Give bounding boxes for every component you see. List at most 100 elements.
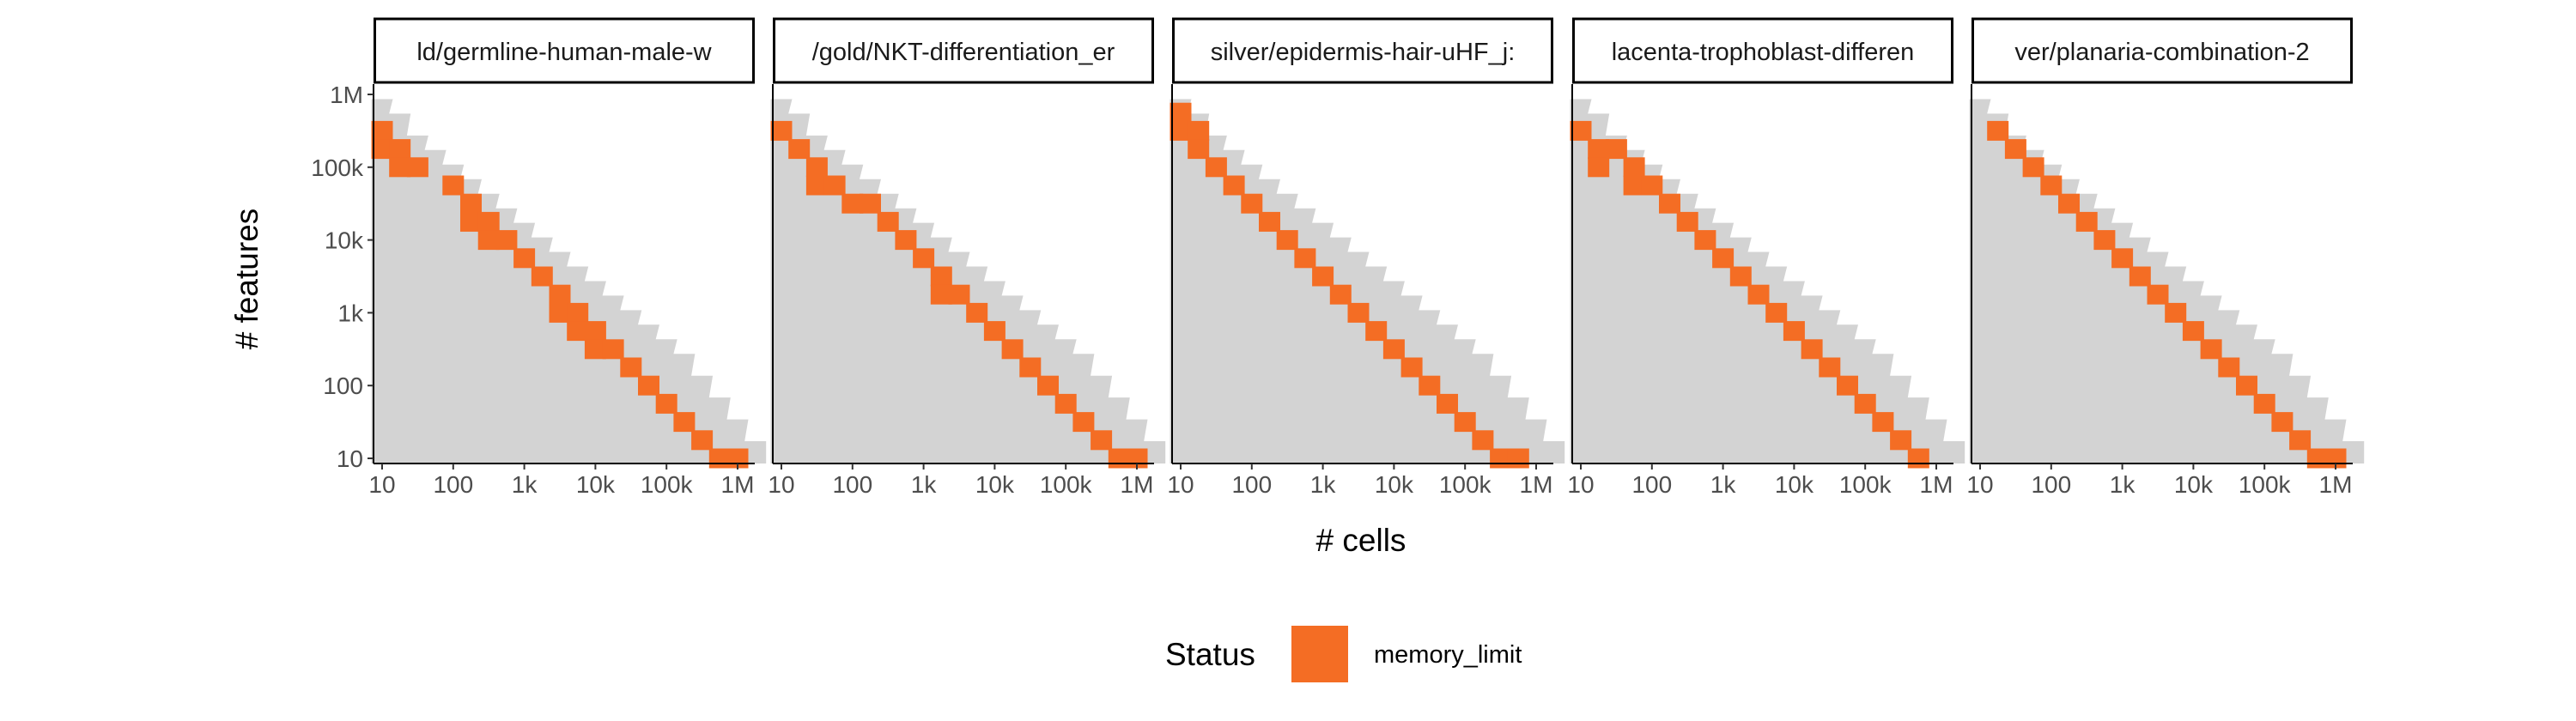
x-tick-label: 1M (1520, 471, 1553, 498)
heatmap-cell-memory-limit (371, 120, 393, 141)
y-tick-label: 10 (337, 445, 363, 472)
heatmap-cell-memory-limit (655, 393, 677, 414)
panel-2: 10 100 1k 10k 100k 1M/gold/NKT-differentiatio… (768, 17, 1166, 498)
heatmap-cell-memory-limit (2289, 430, 2312, 451)
panels-group: 10 100 1k 10k 100k 1M ld/germline-human-male-w… (311, 17, 2365, 498)
x-tick-label: 1k (911, 471, 938, 498)
heatmap-cell-memory-limit (1747, 284, 1770, 305)
heatmap-cell-memory-limit (2040, 175, 2063, 196)
heatmap-cell-memory-limit (567, 321, 589, 342)
heatmap-cell-memory-limit (1605, 139, 1627, 160)
facet-strip-title: silver/epidermis-hair-uHF_j: (1211, 39, 1516, 66)
x-axis-title: # cells (1316, 523, 1406, 558)
heatmap-cell-memory-limit (2236, 375, 2257, 396)
heatmap-cell-memory-limit (841, 193, 864, 214)
heatmap-cell-memory-limit (770, 120, 793, 141)
heatmap-cell-memory-limit (860, 193, 881, 214)
y-axis-ticks: 1M 100k 10k 1k 100 10 (311, 82, 374, 472)
no-result-region (770, 99, 1166, 464)
heatmap-cell-memory-limit (1472, 430, 1494, 451)
heatmap-cell-memory-limit (549, 284, 571, 305)
heatmap-cell-memory-limit (2022, 157, 2044, 178)
y-tick-label: 1k (337, 300, 364, 326)
x-tick-label: 1k (512, 471, 538, 498)
x-tick-label: 10k (2174, 471, 2214, 498)
x-tick-label: 10k (1375, 471, 1414, 498)
heatmap-cell-memory-limit (371, 139, 393, 160)
heatmap-cell-memory-limit (1400, 357, 1423, 378)
x-tick-label: 10 (368, 471, 395, 498)
heatmap-cell-memory-limit (2058, 193, 2080, 214)
heatmap-cell-memory-limit (477, 230, 500, 251)
heatmap-cell-memory-limit (1712, 248, 1735, 269)
heatmap-cell-memory-limit (2271, 412, 2293, 433)
heatmap-cell-memory-limit (406, 157, 428, 178)
heatmap-cell-memory-limit (1659, 193, 1680, 214)
panel-3: 10 100 1k 10k 100k 1M silver/epidermis-hair-uH… (1167, 17, 1565, 498)
heatmap-cell-memory-limit (549, 302, 571, 323)
heatmap-cell-memory-limit (584, 321, 606, 342)
heatmap-cell-memory-limit (2004, 139, 2026, 160)
facet-strip (773, 17, 1154, 84)
heatmap-cell-memory-limit (930, 266, 952, 287)
x-tick-label: 10 (1966, 471, 1993, 498)
heatmap-cell-memory-limit (442, 175, 465, 196)
heatmap-cell-memory-limit (1223, 175, 1245, 196)
legend: Status memory_limit (1165, 626, 1522, 682)
heatmap-cell-memory-limit (1783, 321, 1805, 342)
heatmap-cell-memory-limit (620, 357, 642, 378)
no-result-region (1570, 99, 1965, 464)
heatmap-cell-memory-limit (788, 139, 811, 160)
facet-strip (1971, 17, 2353, 84)
legend-label-memory-limit: memory_limit (1374, 641, 1522, 669)
heatmap-cell-memory-limit (638, 375, 659, 396)
heatmap-cell-memory-limit (584, 339, 606, 360)
heatmap-cell-memory-limit (2200, 339, 2222, 360)
heatmap-cell-memory-limit (948, 284, 970, 305)
heatmap-cell-memory-limit (1437, 393, 1458, 414)
heatmap-cell-memory-limit (1854, 393, 1876, 414)
x-tick-label: 10 (768, 471, 794, 498)
x-tick-label: 100 (1231, 471, 1272, 498)
heatmap-cell-memory-limit (2165, 302, 2187, 323)
legend-title: Status (1165, 637, 1255, 672)
heatmap-cell-memory-limit (2253, 393, 2275, 414)
heatmap-cell-memory-limit (805, 175, 828, 196)
x-tick-label: 100k (1439, 471, 1492, 498)
heatmap-cell-memory-limit (2129, 266, 2151, 287)
heatmap-cell-memory-limit (1294, 248, 1316, 269)
x-tick-label: 10k (975, 471, 1015, 498)
heatmap-cell-memory-limit (1570, 120, 1592, 141)
heatmap-cell-memory-limit (1241, 193, 1263, 214)
heatmap-cell-memory-limit (1907, 448, 1929, 469)
heatmap-cell-memory-limit (389, 157, 411, 178)
heatmap-cell-memory-limit (1170, 102, 1192, 123)
heatmap-cell-memory-limit (1205, 157, 1227, 178)
heatmap-cell-memory-limit (2111, 248, 2134, 269)
heatmap-cell-memory-limit (1072, 412, 1095, 433)
heatmap-cell-memory-limit (1729, 266, 1752, 287)
heatmap-cell-memory-limit (1347, 302, 1370, 323)
x-tick-label: 10 (1567, 471, 1594, 498)
heatmap-cell-memory-limit (1765, 302, 1788, 323)
heatmap-cell-memory-limit (513, 248, 536, 269)
heatmap-cell-memory-limit (913, 248, 935, 269)
heatmap-cell-memory-limit (567, 302, 589, 323)
heatmap-cell-memory-limit (1188, 120, 1210, 141)
panel-1: 10 100 1k 10k 100k 1M ld/germline-human-male-w (368, 17, 767, 498)
heatmap-cell-memory-limit (602, 339, 624, 360)
heatmap-cell-memory-limit (1037, 375, 1059, 396)
heatmap-cell-memory-limit (2093, 230, 2116, 251)
legend-swatch-memory-limit (1291, 626, 1348, 682)
heatmap-cell-memory-limit (389, 139, 411, 160)
heatmap-cell-memory-limit (2182, 321, 2204, 342)
heatmap-cell-memory-limit (1507, 448, 1529, 469)
y-tick-label: 100 (323, 373, 363, 399)
facet-strip (1172, 17, 1553, 84)
x-tick-label: 100 (832, 471, 872, 498)
heatmap-cell-memory-limit (805, 157, 828, 178)
heatmap-cell-memory-limit (1188, 139, 1210, 160)
x-tick-label: 10k (1775, 471, 1814, 498)
heatmap-cell-memory-limit (1454, 412, 1476, 433)
x-tick-label: 100k (2239, 471, 2292, 498)
